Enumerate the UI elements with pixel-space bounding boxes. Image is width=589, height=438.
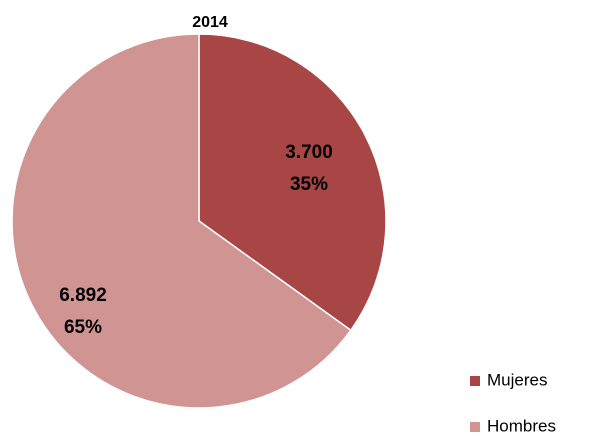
pie-slice — [11, 33, 352, 409]
legend-label: Hombres — [487, 416, 556, 435]
data-label: 6.892 — [59, 285, 107, 306]
percent-label: 35% — [290, 174, 328, 195]
legend-label: Mujeres — [487, 370, 547, 389]
pie-slice — [198, 33, 387, 332]
legend-swatch — [470, 422, 480, 432]
chart-title: 2014 — [192, 14, 228, 31]
data-label: 3.700 — [285, 142, 333, 163]
legend-swatch — [470, 376, 480, 386]
percent-label: 65% — [64, 317, 102, 338]
